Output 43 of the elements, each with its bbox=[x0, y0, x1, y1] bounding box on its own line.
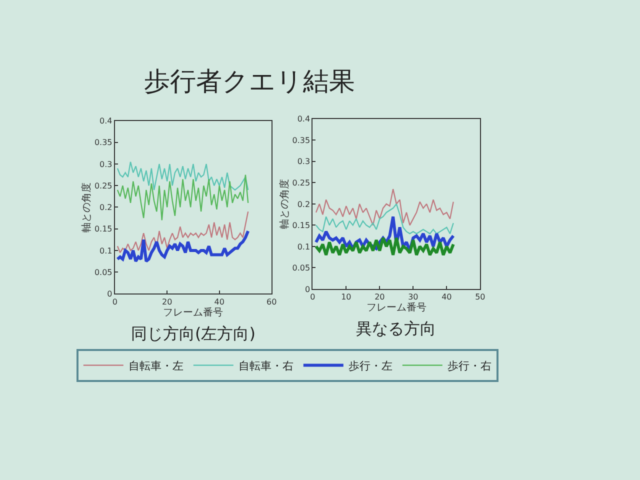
y-tick-label: 0.25 bbox=[94, 181, 112, 190]
line-series bbox=[314, 236, 455, 256]
y-tick-label: 0.4 bbox=[297, 114, 310, 124]
y-tick-label: 0 bbox=[304, 284, 310, 294]
y-tick-label: 0.35 bbox=[292, 136, 310, 145]
x-tick-label: 30 bbox=[408, 292, 418, 302]
y-tick-label: 0.15 bbox=[94, 224, 112, 234]
x-tick-label: 10 bbox=[341, 292, 352, 302]
x-axis-title: フレーム番号 bbox=[366, 302, 426, 314]
y-tick-label: 0.3 bbox=[100, 160, 112, 169]
line-series bbox=[315, 203, 454, 234]
y-tick-label: 0.25 bbox=[292, 178, 310, 188]
y-tick-label: 0.2 bbox=[297, 200, 310, 209]
y-tick-label: 0.1 bbox=[100, 246, 112, 256]
y-tick-label: 0.4 bbox=[100, 116, 112, 126]
line-series bbox=[116, 161, 249, 191]
line-series bbox=[116, 210, 249, 254]
y-tick-label: 0.3 bbox=[297, 157, 310, 166]
y-tick-label: 0.35 bbox=[94, 138, 112, 148]
text: 同じ方向(左方向) bbox=[131, 324, 256, 343]
line-series bbox=[116, 230, 250, 263]
y-tick-label: 0.2 bbox=[100, 203, 112, 212]
x-tick-label: 60 bbox=[266, 297, 277, 306]
y-tick-label: 0.1 bbox=[297, 242, 310, 252]
y-axis-title: 軸との角度 bbox=[80, 182, 92, 232]
x-tick-label: 40 bbox=[442, 292, 452, 302]
y-tick-label: 0.05 bbox=[94, 268, 112, 277]
legend-label: 歩行・右 bbox=[447, 360, 492, 373]
legend-label: 自転車・左 bbox=[128, 360, 184, 373]
x-tick-label: 50 bbox=[475, 292, 486, 302]
line-series bbox=[315, 188, 454, 226]
legend-label: 歩行・左 bbox=[348, 360, 392, 373]
x-tick-label: 40 bbox=[214, 297, 224, 306]
chart-title: 歩行者クエリ結果 bbox=[144, 67, 355, 97]
x-tick-label: 20 bbox=[374, 292, 385, 302]
line-series bbox=[116, 174, 249, 221]
legend-label: 自転車・右 bbox=[238, 360, 294, 373]
text: 異なる方向 bbox=[356, 319, 436, 338]
y-axis-title: 軸との角度 bbox=[278, 178, 290, 229]
y-tick-label: 0.15 bbox=[292, 220, 310, 230]
x-axis-title: フレーム番号 bbox=[163, 306, 224, 318]
y-tick-label: 0.05 bbox=[292, 264, 310, 273]
x-tick-label: 20 bbox=[162, 297, 172, 306]
